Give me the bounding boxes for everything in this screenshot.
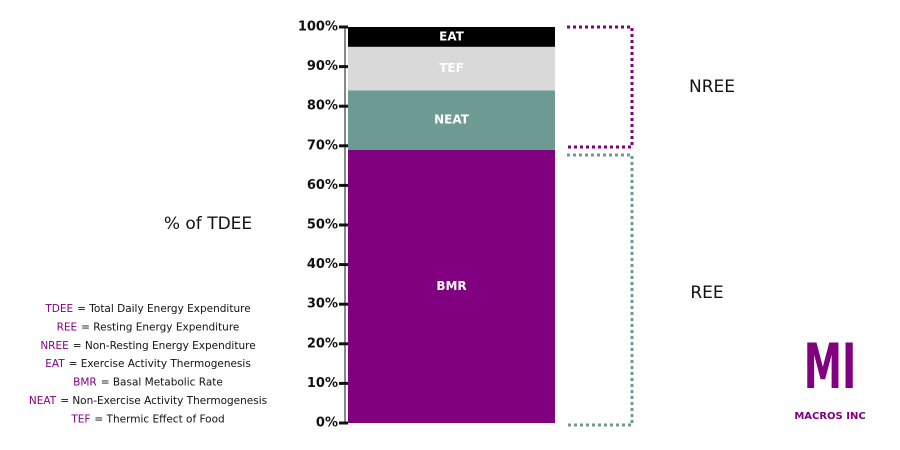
nree-bracket (567, 25, 634, 149)
y-tick-label: 30% (307, 297, 338, 312)
definition: TEF = Thermic Effect of Food (70, 413, 224, 425)
y-tick-label: 0% (316, 416, 338, 431)
definition-text: = Exercise Activity Thermogenesis (69, 358, 251, 370)
definition: NEAT = Non-Exercise Activity Thermogenesi… (29, 395, 267, 407)
definition-term: TDEE (44, 303, 73, 315)
definition: TDEE = Total Daily Energy Expenditure (44, 303, 250, 315)
definition-term: TEF (70, 413, 90, 425)
definition-text: = Thermic Effect of Food (94, 413, 224, 425)
definition-text: = Basal Metabolic Rate (101, 377, 223, 389)
segment-label: TEF (439, 61, 464, 75)
definition-text: = Non-Exercise Activity Thermogenesis (60, 395, 267, 407)
y-tick-label: 10% (307, 376, 338, 391)
definition: BMR = Basal Metabolic Rate (73, 377, 223, 389)
annotation: REE (690, 283, 723, 303)
logo-mark: MI (804, 331, 857, 403)
bar-segment (348, 149, 555, 423)
segment-label: NEAT (434, 113, 470, 127)
y-tick-label: 80% (307, 99, 338, 114)
definition-text: = Resting Energy Expenditure (81, 321, 239, 333)
definition-text: = Non-Resting Energy Expenditure (73, 340, 256, 352)
annotation: NREE (689, 77, 735, 97)
bar-segment (348, 27, 555, 47)
definition: NREE = Non-Resting Energy Expenditure (40, 340, 255, 352)
definition-text: = Total Daily Energy Expenditure (77, 303, 251, 315)
ree-bracket (567, 153, 634, 427)
definition: EAT = Exercise Activity Thermogenesis (45, 358, 251, 370)
y-axis-label: % of TDEE (164, 214, 252, 234)
y-tick-label: 50% (307, 218, 338, 233)
y-tick-label: 20% (307, 336, 338, 351)
definition-term: REE (57, 321, 78, 333)
y-tick-label: 60% (307, 178, 338, 193)
y-tick-label: 40% (307, 257, 338, 272)
y-tick-label: 100% (298, 20, 338, 35)
definition-term: NREE (40, 340, 68, 352)
y-tick-label: 90% (307, 59, 338, 74)
definition-term: EAT (45, 358, 65, 370)
definition-term: BMR (73, 377, 97, 389)
definition: REE = Resting Energy Expenditure (57, 321, 240, 333)
y-tick-label: 70% (307, 138, 338, 153)
segment-label: BMR (436, 279, 466, 293)
bar-segment (348, 46, 555, 91)
bar-segment (348, 90, 555, 150)
segment-label: EAT (439, 29, 465, 43)
logo-name: MACROS INC (794, 411, 865, 422)
definition-term: NEAT (29, 395, 57, 407)
